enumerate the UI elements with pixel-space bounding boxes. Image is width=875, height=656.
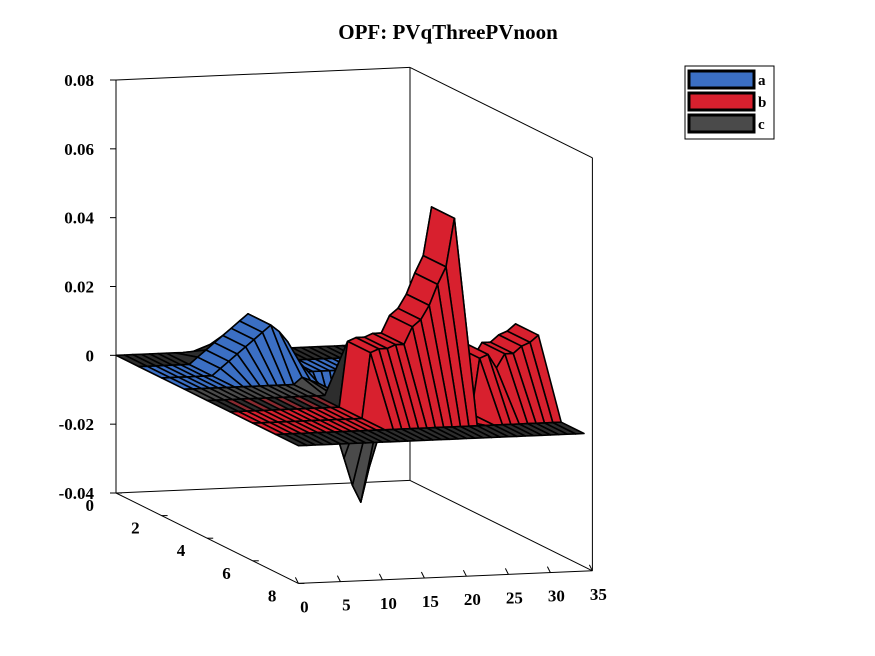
- legend-label-c: c: [758, 117, 765, 133]
- x-tick-mark: [294, 577, 299, 584]
- legend-label-a: a: [758, 73, 766, 89]
- x-tick-label: 0: [300, 597, 309, 616]
- x-tick-label: 35: [590, 585, 607, 604]
- y-tick-label: 0: [86, 496, 95, 515]
- z-tick-label: -0.04: [59, 484, 95, 503]
- x-tick-label: 25: [506, 588, 523, 607]
- x-tick-label: 20: [464, 590, 481, 609]
- legend-swatch-a: [687, 69, 756, 90]
- z-tick-label: 0.08: [64, 71, 94, 90]
- z-tick-label: 0.04: [64, 209, 94, 228]
- x-tick-mark: [462, 569, 467, 577]
- x-tick-mark: [336, 575, 341, 582]
- x-tick-mark: [420, 571, 425, 579]
- x-tick-mark: [546, 566, 551, 573]
- surface-plot: [115, 206, 585, 503]
- z-tick-label: 0.02: [64, 278, 94, 297]
- axis-box-edge: [409, 66, 593, 159]
- axis-box-edge: [298, 570, 593, 584]
- z-tick-label: 0.06: [64, 140, 94, 159]
- axes-box: [115, 66, 593, 584]
- x-tick-label: 15: [422, 592, 439, 611]
- x-tick-label: 30: [548, 587, 565, 606]
- axis-box-edge: [409, 479, 593, 572]
- legend-swatch-b: [687, 91, 756, 112]
- y-tick-label: 2: [131, 519, 140, 538]
- x-tick-label: 5: [342, 596, 351, 615]
- surface-patch: [274, 433, 308, 447]
- legend-swatch-c: [687, 113, 756, 134]
- x-tick-mark: [378, 573, 383, 581]
- legend: abc: [684, 65, 775, 140]
- legend-label-b: b: [758, 95, 766, 111]
- x-tick-label: 10: [380, 594, 397, 613]
- z-tick-label: 0: [86, 346, 95, 365]
- y-tick-label: 4: [177, 541, 186, 560]
- y-tick-label: 8: [268, 586, 277, 605]
- axis-box-edge: [115, 66, 411, 81]
- x-tick-mark: [588, 564, 593, 572]
- y-tick-label: 6: [222, 564, 231, 583]
- x-tick-mark: [504, 568, 509, 575]
- z-tick-label: -0.02: [59, 415, 94, 434]
- chart-title: OPF: PVqThreePVnoon: [338, 20, 558, 44]
